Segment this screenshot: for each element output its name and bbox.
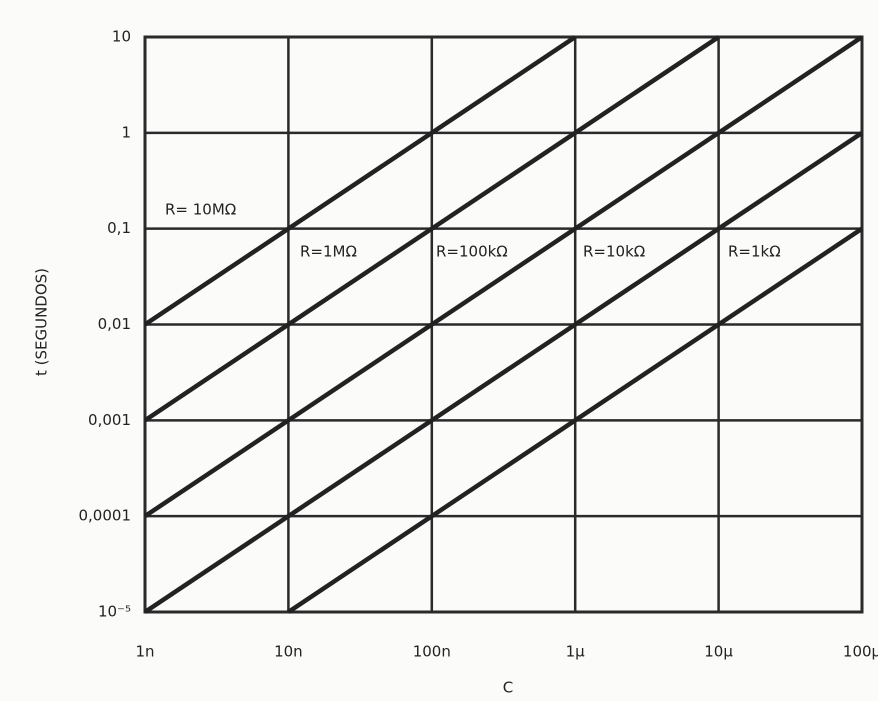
x-tick-label: 10μ <box>704 643 733 661</box>
x-tick-label: 1μ <box>566 643 586 661</box>
series-label: R= 10MΩ <box>165 201 236 219</box>
series-line <box>287 226 864 614</box>
y-axis-label: t (SEGUNDOS) <box>33 268 51 376</box>
x-tick-label: 100n <box>413 643 451 661</box>
y-tick-label: 0,0001 <box>79 507 132 525</box>
y-tick-label: 10 <box>112 28 131 46</box>
series-label: R=10kΩ <box>583 243 645 261</box>
series-label: R=1kΩ <box>728 243 781 261</box>
series-label: R=1MΩ <box>300 243 357 261</box>
x-axis-label: C <box>503 679 513 697</box>
x-tick-label: 100μ <box>843 643 878 661</box>
y-tick-label: 10⁻⁵ <box>98 603 131 621</box>
series-label: R=100kΩ <box>436 243 508 261</box>
y-tick-label: 0,001 <box>88 411 131 429</box>
series-line <box>143 130 864 614</box>
series-line <box>143 35 720 423</box>
series-line <box>143 35 864 519</box>
x-tick-label: 10n <box>274 643 303 661</box>
y-tick-label: 1 <box>121 123 131 141</box>
y-tick-label: 0,1 <box>107 219 131 237</box>
y-tick-label: 0,01 <box>98 315 131 333</box>
series-line <box>143 35 577 327</box>
x-tick-label: 1n <box>135 643 154 661</box>
